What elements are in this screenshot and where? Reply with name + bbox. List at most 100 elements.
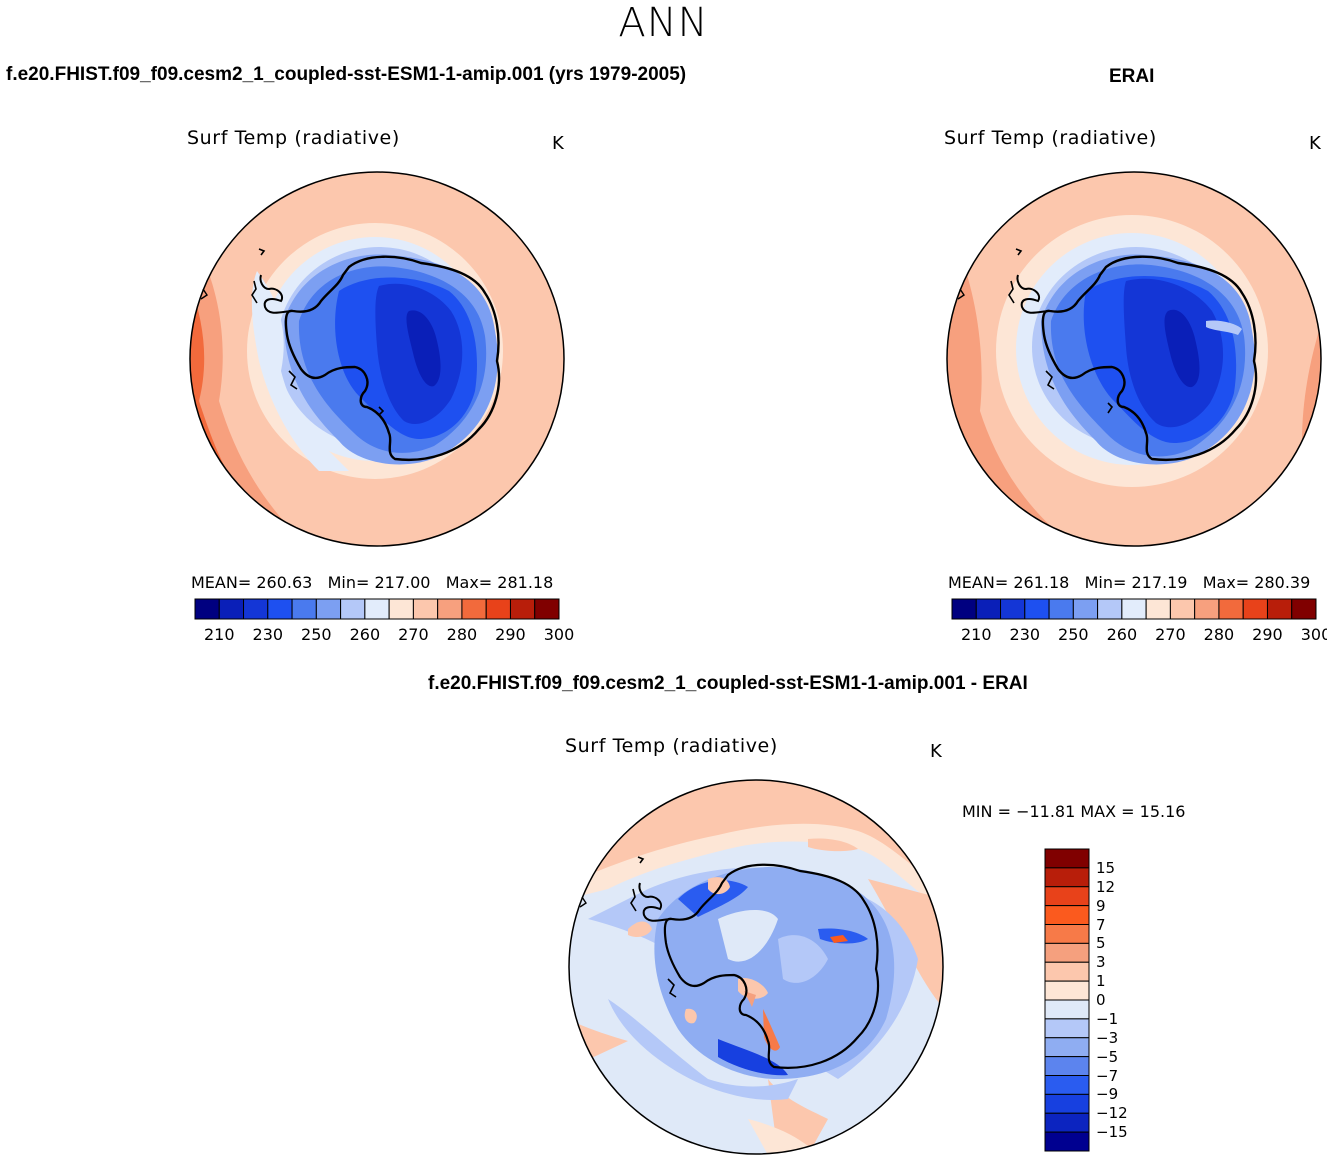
obs-colorbar-swatch	[1266, 598, 1293, 620]
model-colorbar-swatch	[364, 598, 390, 620]
obs-colorbar-swatch	[951, 598, 977, 620]
obs-min-value: 217.19	[1131, 573, 1188, 592]
diff-colorbar-tick-label: 15	[1096, 858, 1116, 877]
obs-colorbar-swatch	[1048, 598, 1074, 620]
obs-colorbar-tick-label: 230	[1009, 625, 1041, 644]
diff-case-title: f.e20.FHIST.f09_f09.cesm2_1_coupled-sst-…	[428, 673, 1028, 694]
obs-colorbar-tick-label: 210	[960, 625, 992, 644]
diff-colorbar-tick-label: 7	[1096, 915, 1106, 934]
model-units-label: K	[552, 133, 564, 154]
diff-colorbar-swatch	[1044, 1056, 1090, 1076]
obs-colorbar-swatch	[1169, 598, 1196, 620]
model-colorbar-swatch	[485, 598, 511, 620]
obs-colorbar-swatch	[1242, 598, 1268, 620]
model-colorbar-swatch	[340, 598, 366, 620]
model-colorbar-tick-label: 250	[301, 625, 332, 644]
diff-polar-map	[568, 779, 944, 1155]
obs-units-label: K	[1309, 133, 1321, 154]
obs-colorbar-swatch	[1000, 598, 1026, 620]
obs-colorbar-tick-label: 300	[1300, 625, 1327, 644]
obs-polar-map	[946, 171, 1322, 547]
obs-colorbar-swatch	[1145, 598, 1171, 620]
diff-colorbar-tick-label: −9	[1096, 1085, 1119, 1104]
model-max-value: 281.18	[497, 573, 554, 592]
obs-mean-label: MEAN=	[948, 573, 1009, 592]
obs-max-label: Max=	[1202, 573, 1250, 592]
diff-colorbar-tick-label: 5	[1096, 934, 1106, 953]
obs-colorbar-swatch	[1194, 598, 1220, 620]
diff-colorbar-swatch	[1044, 1112, 1090, 1133]
obs-min-label: Min=	[1084, 573, 1127, 592]
obs-colorbar-swatch	[1218, 598, 1244, 620]
diff-colorbar-ticks: 15 12 9 7 5 3 1 0 −1 −3 −5 −7 −9 −12 −15	[1096, 849, 1156, 1151]
diff-colorbar-tick-label: 3	[1096, 953, 1106, 972]
diff-colorbar-swatch	[1044, 942, 1090, 963]
diff-colorbar-swatch	[1044, 848, 1090, 869]
model-mean-value: 260.63	[256, 573, 313, 592]
diff-colorbar-tick-label: −3	[1096, 1028, 1119, 1047]
obs-colorbar-swatch	[1291, 598, 1317, 620]
model-min-label: Min=	[327, 573, 370, 592]
diff-colorbar-swatch	[1044, 1093, 1090, 1114]
obs-colorbar-swatch	[1072, 598, 1099, 620]
obs-colorbar-tick-label: 270	[1155, 625, 1186, 644]
model-case-title: f.e20.FHIST.f09_f09.cesm2_1_coupled-sst-…	[6, 64, 687, 85]
diff-colorbar-swatch	[1044, 867, 1090, 888]
diff-colorbar-swatch	[1044, 905, 1090, 925]
diff-colorbar-tick-label: −15	[1096, 1123, 1128, 1142]
model-min-value: 217.00	[374, 573, 431, 592]
obs-variable-title: Surf Temp (radiative)	[944, 127, 1157, 149]
obs-colorbar-ticks: 210 230 250 260 270 280 290 300	[952, 625, 1327, 645]
model-colorbar-swatch	[437, 598, 463, 620]
diff-minmax: MIN = −11.81 MAX = 15.16	[962, 802, 1186, 821]
diff-colorbar-tick-label: 12	[1096, 877, 1116, 896]
obs-colorbar-tick-label: 250	[1058, 625, 1089, 644]
diff-colorbar-tick-label: −1	[1096, 1009, 1119, 1028]
page-title: ANN	[618, 0, 709, 46]
model-colorbar-tick-label: 300	[543, 625, 575, 644]
model-variable-title: Surf Temp (radiative)	[187, 127, 400, 149]
diff-colorbar-swatch	[1044, 961, 1090, 982]
obs-colorbar	[951, 598, 1317, 620]
model-colorbar-ticks: 210 230 250 260 270 280 290 300	[195, 625, 574, 645]
model-colorbar-swatch	[509, 598, 536, 620]
model-colorbar-tick-label: 270	[398, 625, 429, 644]
diff-colorbar-tick-label: −7	[1096, 1066, 1119, 1085]
diff-colorbar-tick-label: 9	[1096, 896, 1106, 915]
model-colorbar-tick-label: 210	[203, 625, 235, 644]
obs-stats: MEAN= 261.18 Min= 217.19 Max= 280.39	[948, 573, 1310, 592]
model-colorbar-swatch	[388, 598, 414, 620]
model-colorbar	[194, 598, 560, 620]
obs-colorbar-swatch	[975, 598, 1002, 620]
diff-colorbar-tick-label: −5	[1096, 1047, 1119, 1066]
obs-colorbar-swatch	[1024, 598, 1050, 620]
diff-colorbar-swatch	[1044, 1131, 1090, 1152]
model-colorbar-tick-label: 290	[495, 625, 526, 644]
obs-colorbar-tick-label: 280	[1203, 625, 1235, 644]
model-colorbar-swatch	[194, 598, 220, 620]
diff-colorbar-swatch	[1044, 1037, 1090, 1058]
model-colorbar-swatch	[243, 598, 269, 620]
model-colorbar-swatch	[267, 598, 293, 620]
model-colorbar-tick-label: 230	[252, 625, 284, 644]
model-max-label: Max=	[445, 573, 493, 592]
diff-colorbar-swatch	[1044, 1075, 1090, 1095]
diff-colorbar-tick-label: −12	[1096, 1104, 1128, 1123]
diff-colorbar-tick-label: 1	[1096, 972, 1106, 991]
obs-case-title: ERAI	[1109, 66, 1155, 87]
diff-colorbar-swatch	[1044, 924, 1090, 944]
model-colorbar-swatch	[291, 598, 317, 620]
diff-colorbar-swatch	[1044, 999, 1090, 1020]
diff-colorbar	[1044, 848, 1090, 1152]
obs-colorbar-swatch	[1097, 598, 1123, 620]
model-mean-label: MEAN=	[191, 573, 252, 592]
model-colorbar-swatch	[461, 598, 487, 620]
obs-mean-value: 261.18	[1013, 573, 1070, 592]
diff-colorbar-swatch	[1044, 980, 1090, 1001]
obs-colorbar-tick-label: 260	[1106, 625, 1138, 644]
model-colorbar-swatch	[218, 598, 245, 620]
model-colorbar-swatch	[412, 598, 439, 620]
obs-colorbar-tick-label: 290	[1252, 625, 1283, 644]
model-colorbar-swatch	[534, 598, 560, 620]
diff-units-label: K	[930, 741, 942, 762]
